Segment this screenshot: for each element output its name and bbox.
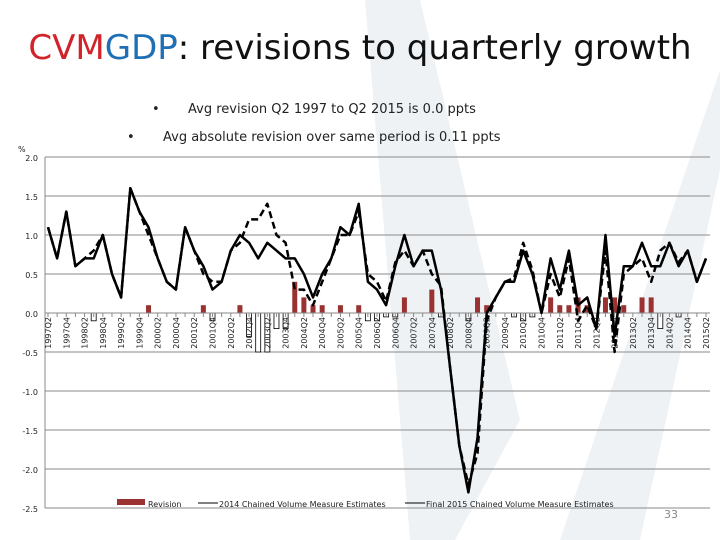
revision-bar: [612, 297, 618, 313]
x-tick-label: 2007Q2: [410, 317, 419, 349]
y-tick-label: -2.0: [22, 466, 38, 475]
revision-bar: [200, 305, 206, 313]
y-tick-label: 1.5: [25, 193, 38, 202]
x-tick-label: 2010Q4: [538, 317, 547, 349]
x-tick-label: 2014Q2: [665, 317, 674, 349]
x-tick-label: 2014Q4: [684, 317, 693, 349]
revision-bar: [566, 305, 572, 313]
revision-bar: [356, 305, 362, 313]
x-tick-label: 2013Q4: [647, 317, 656, 349]
y-axis-label: %: [18, 145, 26, 154]
x-tick-label: 2010Q2: [519, 317, 528, 349]
y-tick-label: -0.5: [22, 349, 38, 358]
x-tick-label: 2008Q2: [446, 317, 455, 349]
revision-bar: [319, 305, 325, 313]
bullet-text: Avg absolute revision over same period i…: [163, 130, 501, 145]
x-tick-label: 2009Q2: [483, 317, 492, 349]
legend-revision-label: Revision: [148, 500, 181, 509]
x-tick-label: 2000Q4: [172, 317, 181, 349]
revision-bar: [301, 297, 307, 313]
bullet-avg-abs-revision: • Avg absolute revision over same period …: [127, 130, 501, 145]
x-tick-label: 1998Q4: [99, 317, 108, 349]
x-tick-label: 1998Q2: [81, 317, 90, 349]
title-rest: : revisions to quarterly growth: [177, 28, 692, 68]
y-tick-label: 2.0: [25, 154, 38, 163]
revision-bar: [401, 297, 407, 313]
x-tick-label: 2013Q2: [629, 317, 638, 349]
bullet-dot: •: [152, 102, 160, 117]
x-tick-label: 2011Q4: [574, 317, 583, 349]
x-tick-label: 2003Q4: [282, 317, 291, 349]
legend-2014-label: 2014 Chained Volume Measure Estimates: [219, 500, 386, 509]
y-tick-label: 1.0: [25, 232, 38, 241]
x-tick-label: 2008Q4: [464, 317, 473, 349]
x-tick-label: 1999Q4: [135, 317, 144, 349]
x-tick-label: 2002Q2: [227, 317, 236, 349]
revision-bar: [648, 297, 654, 313]
legend-2015-label: Final 2015 Chained Volume Measure Estima…: [426, 500, 614, 509]
x-tick-label: 2005Q2: [336, 317, 345, 349]
revision-bar: [584, 305, 590, 313]
x-tick-label: 2012Q2: [592, 317, 601, 349]
x-tick-label: 2005Q4: [355, 317, 364, 349]
title-cvm: CVM: [28, 28, 105, 68]
y-tick-label: -1.0: [22, 388, 38, 397]
x-tick-label: 2001Q2: [190, 317, 199, 349]
revision-bar: [146, 305, 152, 313]
x-tick-label: 2006Q2: [373, 317, 382, 349]
bullet-avg-revision: • Avg revision Q2 1997 to Q2 2015 is 0.0 …: [152, 102, 476, 117]
x-tick-label: 2007Q4: [428, 317, 437, 349]
x-tick-label: 2000Q2: [154, 317, 163, 349]
revision-bar: [429, 289, 435, 313]
revision-bar: [475, 297, 481, 313]
x-tick-label: 2003Q2: [263, 317, 272, 349]
revision-bar: [292, 281, 298, 313]
x-tick-label: 1997Q4: [62, 317, 71, 349]
x-tick-label: 2006Q4: [391, 317, 400, 349]
x-tick-label: 1997Q2: [44, 317, 53, 349]
x-tick-label: 2002Q4: [245, 317, 254, 349]
revision-bar: [237, 305, 243, 313]
y-tick-label: 0.5: [25, 271, 38, 280]
x-tick-label: 2004Q2: [300, 317, 309, 349]
revision-bar: [310, 305, 316, 313]
x-tick-label: 2009Q4: [501, 317, 510, 349]
line-2015-final: [46, 186, 708, 494]
revision-bar: [548, 297, 554, 313]
x-tick-label: 2015Q2: [702, 317, 711, 349]
revision-bar: [484, 305, 490, 313]
y-tick-label: -2.5: [22, 505, 38, 514]
revision-bar: [255, 312, 262, 353]
page-title: CVMGDP: revisions to quarterly growth: [0, 28, 720, 68]
x-tick-label: 2001Q4: [209, 317, 218, 349]
revision-bar: [621, 305, 627, 313]
revision-bar: [557, 305, 563, 313]
x-tick-label: 1999Q2: [117, 317, 126, 349]
legend-revision-swatch: [117, 499, 145, 505]
revision-bar: [639, 297, 645, 313]
revision-bar: [337, 305, 343, 313]
y-tick-label: -1.5: [22, 427, 38, 436]
bullet-dot: •: [127, 130, 135, 145]
y-tick-label: 0.0: [25, 310, 38, 319]
revision-bar: [602, 297, 608, 313]
x-tick-label: 2004Q4: [318, 317, 327, 349]
page-number: 33: [664, 508, 678, 521]
title-gdp: GDP: [104, 28, 178, 68]
bullet-text: Avg revision Q2 1997 to Q2 2015 is 0.0 p…: [188, 102, 476, 117]
x-tick-label: 2011Q2: [556, 317, 565, 349]
